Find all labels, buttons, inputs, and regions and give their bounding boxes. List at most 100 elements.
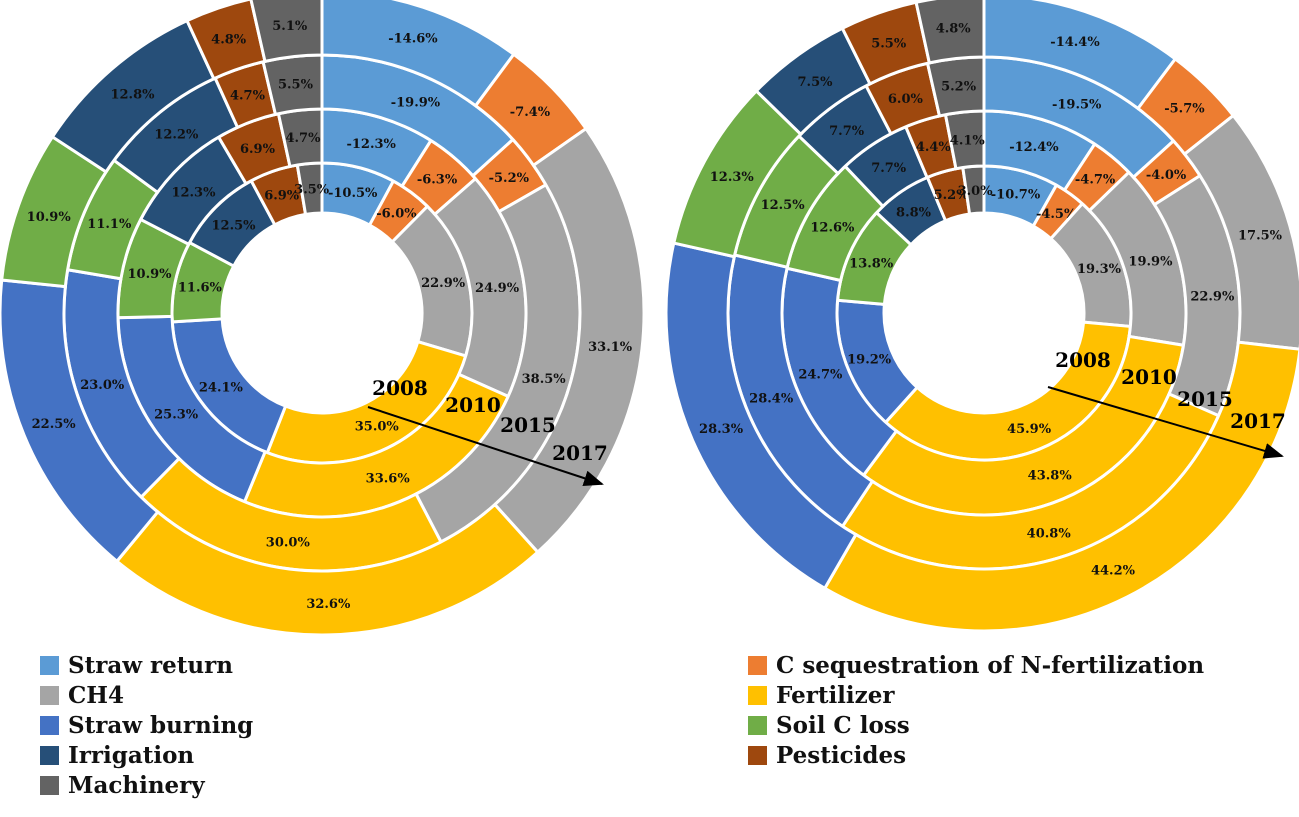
data-label-irrigation-2010: 12.3%	[171, 185, 216, 200]
data-label-ch4-2010: 24.9%	[475, 281, 520, 296]
legend-item-straw-return: Straw return	[40, 650, 253, 680]
data-label-straw-burning-2010: 24.7%	[798, 368, 843, 383]
data-label-pesticides-2008: 5.2%	[934, 188, 970, 203]
data-label-irrigation-2010: 7.7%	[871, 161, 907, 176]
data-label-straw-burning-2017: 22.5%	[32, 417, 77, 432]
year-label-2010: 2010	[445, 393, 501, 417]
data-label-pesticides-2015: 6.0%	[888, 92, 924, 107]
data-label-ch4-2008: 22.9%	[421, 276, 466, 291]
data-label-straw-return-2008: -10.5%	[328, 186, 378, 201]
data-label-fertilizer-2008: 45.9%	[1007, 422, 1052, 437]
legend-item-pesticides: Pesticides	[748, 740, 1204, 770]
ring-2008: -10.5% -6.0% 22.9% 35.0% 24.1% 11.6% 12.5% 6.9%…	[170, 161, 474, 465]
ring-2010: -12.4%-4.7%19.9%43.8%24.7%12.6%7.7%4.4%4…	[780, 109, 1188, 517]
year-label-2008: 2008	[1055, 348, 1111, 372]
year-label-2015: 2015	[500, 413, 556, 437]
data-label-pesticides-2017: 5.5%	[871, 36, 907, 51]
data-label-soil-c-loss-2017: 12.3%	[710, 170, 755, 185]
data-label-machinery-2015: 5.2%	[941, 79, 977, 94]
legend-label: Straw burning	[68, 711, 254, 739]
data-label-soil-c-loss-2015: 11.1%	[87, 217, 132, 232]
data-label-c-sequestration-of-n-fertilization-2017: -7.4%	[510, 105, 551, 120]
donut-charts: -10.5% -6.0% 22.9% 35.0% 24.1% 11.6% 12.5% 6.9%…	[0, 0, 1299, 637]
ring-2010: -12.3% -6.3% 24.9% 33.6% 25.3% 10.9% 12.3% 6.9%…	[116, 107, 528, 519]
data-label-straw-burning-2008: 24.1%	[199, 380, 244, 395]
data-label-c-sequestration-of-n-fertilization-2017: -5.7%	[1164, 102, 1205, 117]
ring-2017: -14.6% -7.4% 33.1% 32.6% 22.5% 10.9% 12.8% 4.8%…	[0, 0, 646, 637]
legend-label: Straw return	[68, 651, 233, 679]
data-label-straw-return-2017: -14.6%	[388, 32, 438, 47]
data-label-machinery-2015: 5.5%	[278, 78, 314, 93]
data-label-fertilizer-2017: 32.6%	[306, 597, 351, 612]
slice-machinery-2017	[914, 0, 986, 65]
data-label-fertilizer-2017: 44.2%	[1091, 563, 1136, 578]
data-label-irrigation-2015: 12.2%	[154, 128, 199, 143]
data-label-straw-burning-2015: 23.0%	[80, 378, 125, 393]
data-label-irrigation-2008: 8.8%	[896, 206, 932, 221]
legend-item-c-sequestration: C sequestration of N-fertilization	[748, 650, 1204, 680]
data-label-soil-c-loss-2010: 12.6%	[810, 221, 855, 236]
data-label-soil-c-loss-2015: 12.5%	[761, 198, 806, 213]
legend-label: C sequestration of N-fertilization	[776, 651, 1205, 679]
legend-swatch-straw-return	[40, 655, 59, 675]
legend-swatch-pesticides	[748, 745, 767, 765]
legend-swatch-machinery	[40, 775, 59, 795]
data-label-soil-c-loss-2017: 10.9%	[27, 210, 72, 225]
legend-item-irrigation: Irrigation	[40, 740, 253, 770]
data-label-pesticides-2017: 4.8%	[211, 32, 247, 47]
data-label-ch4-2017: 17.5%	[1238, 228, 1283, 243]
data-label-machinery-2010: 4.1%	[950, 133, 986, 148]
year-label-2010: 2010	[1121, 365, 1177, 389]
legend-label: Pesticides	[776, 741, 907, 769]
legend-label: Fertilizer	[776, 681, 895, 709]
slice-machinery-2017	[249, 0, 324, 64]
legend-left: Straw return CH4 Straw burning Irrigatio…	[40, 650, 253, 800]
ring-2015: -19.5% -4.0% 22.9% 40.8% 28.4% 12.5% 7.7% 6.0% 5…	[726, 55, 1242, 571]
legend-item-soil-c-loss: Soil C loss	[748, 710, 1204, 740]
data-label-straw-burning-2015: 28.4%	[749, 392, 794, 407]
data-label-c-sequestration-of-n-fertilization-2015: -4.0%	[1146, 168, 1187, 183]
data-label-soil-c-loss-2008: 13.8%	[849, 257, 894, 272]
data-label-machinery-2008: 3.0%	[958, 184, 994, 199]
data-label-c-sequestration-of-n-fertilization-2008: -4.5%	[1036, 207, 1077, 222]
data-label-ch4-2015: 38.5%	[522, 372, 567, 387]
data-label-irrigation-2008: 12.5%	[211, 219, 256, 234]
year-label-2015: 2015	[1177, 387, 1233, 411]
data-label-c-sequestration-of-n-fertilization-2010: -4.7%	[1075, 172, 1116, 187]
data-label-machinery-2017: 4.8%	[936, 22, 972, 37]
data-label-ch4-2008: 19.3%	[1077, 262, 1122, 277]
year-label-2017: 2017	[1230, 409, 1286, 433]
legend-label: Machinery	[68, 771, 205, 799]
data-label-pesticides-2010: 6.9%	[240, 142, 276, 157]
legend-swatch-ch4	[40, 685, 59, 705]
data-label-fertilizer-2010: 43.8%	[1028, 469, 1073, 484]
data-label-straw-return-2017: -14.4%	[1050, 35, 1100, 50]
data-label-irrigation-2017: 7.5%	[798, 75, 834, 90]
data-label-straw-return-2008: -10.7%	[991, 188, 1041, 203]
data-label-pesticides-2008: 6.9%	[264, 189, 300, 204]
legend-right: C sequestration of N-fertilization Ferti…	[748, 650, 1204, 770]
legend-item-ch4: CH4	[40, 680, 253, 710]
year-arrow	[367, 406, 604, 486]
legend-swatch-c-sequestration	[748, 655, 767, 675]
data-label-fertilizer-2015: 40.8%	[1027, 527, 1072, 542]
data-label-c-sequestration-of-n-fertilization-2010: -6.3%	[417, 172, 458, 187]
data-label-soil-c-loss-2010: 10.9%	[128, 267, 173, 282]
donut-chart-1: -10.5% -6.0% 22.9% 35.0% 24.1% 11.6% 12.5% 6.9%…	[0, 0, 646, 637]
year-label-2008: 2008	[372, 376, 428, 400]
data-label-c-sequestration-of-n-fertilization-2015: -5.2%	[489, 171, 530, 186]
data-label-machinery-2017: 5.1%	[272, 19, 308, 34]
legend-label: CH4	[68, 681, 125, 709]
year-arrow	[1047, 386, 1284, 459]
data-label-ch4-2010: 19.9%	[1128, 255, 1173, 270]
data-label-c-sequestration-of-n-fertilization-2008: -6.0%	[376, 207, 417, 222]
legend-label: Soil C loss	[776, 711, 910, 739]
data-label-straw-burning-2017: 28.3%	[699, 422, 744, 437]
donut-chart-2: -10.7%-4.5%19.3%45.9%19.2%13.8%8.8%5.2%3…	[664, 0, 1299, 633]
data-label-straw-burning-2010: 25.3%	[154, 407, 199, 422]
legend-item-straw-burning: Straw burning	[40, 710, 253, 740]
data-label-fertilizer-2015: 30.0%	[266, 535, 311, 550]
legend-item-machinery: Machinery	[40, 770, 253, 800]
data-label-irrigation-2017: 12.8%	[110, 87, 155, 102]
ring-2015: -19.9% -5.2% 38.5% 30.0% 23.0% 11.1% 12.2% 4.7%…	[62, 53, 582, 573]
